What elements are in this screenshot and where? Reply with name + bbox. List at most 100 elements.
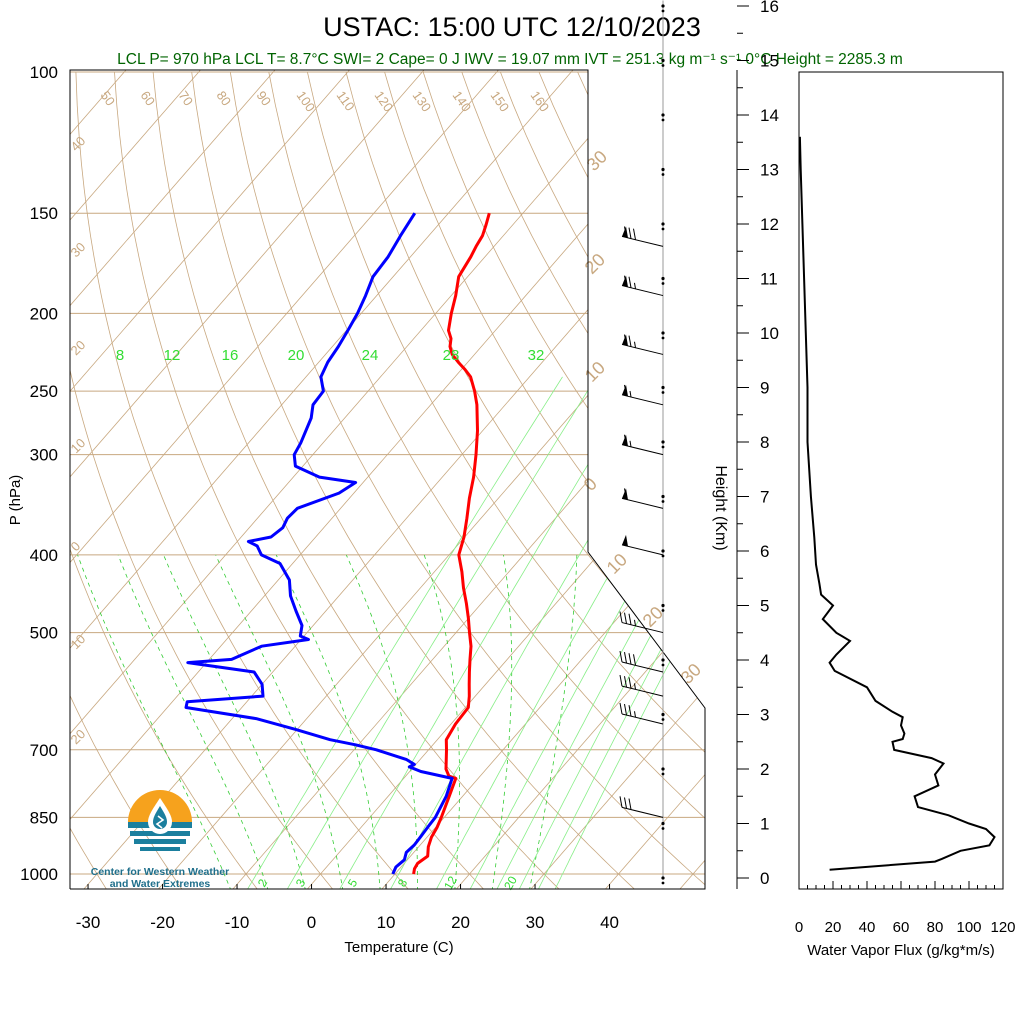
- height-tick-label: 6: [760, 542, 769, 561]
- mixing-ratio-line: [517, 376, 705, 889]
- wind-barb-full: [633, 654, 636, 666]
- height-dot: [661, 718, 665, 721]
- height-tick-label: 13: [760, 161, 779, 180]
- mixing-ratio-label-bottom: 8: [395, 876, 411, 889]
- logo-text-line2: and Water Extremes: [109, 878, 211, 890]
- dry-adiabat-label: 70: [176, 88, 197, 108]
- mixing-ratio-line: [553, 376, 705, 889]
- height-dot: [661, 445, 665, 449]
- x-tick-label: -20: [150, 913, 175, 932]
- x-tick-label: 10: [377, 913, 396, 932]
- wind-barb-full: [624, 275, 627, 287]
- height-tick-label: 9: [760, 379, 769, 398]
- height-dot: [661, 282, 665, 285]
- wind-barb-shaft: [621, 713, 664, 725]
- mixing-ratio-line: [495, 376, 705, 889]
- wind-barb-shaft: [621, 444, 664, 456]
- x-tick-label: 40: [600, 913, 619, 932]
- info-line: LCL P= 970 hPa LCL T= 8.7°C SWI= 2 Cape=…: [117, 51, 903, 68]
- dry-adiabat-line: [771, 72, 1024, 891]
- isotherm-line: [70, 70, 513, 889]
- height-dot: [661, 500, 665, 503]
- flux-tick-label: 40: [859, 919, 876, 936]
- wind-barb-full: [624, 797, 627, 809]
- dry-adiabat-line: [422, 71, 705, 889]
- isotherm-line: [603, 70, 705, 889]
- dry-adiabat-line: [732, 72, 1024, 891]
- dry-adiabat-line: [809, 72, 1024, 891]
- height-tick-label: 11: [760, 270, 778, 289]
- mixing-ratio-label: 24: [362, 347, 379, 364]
- isotherm-line: [70, 70, 290, 889]
- height-dot: [661, 385, 665, 390]
- flux-tick-label: 20: [825, 919, 842, 936]
- height-tick-label: 8: [760, 433, 769, 452]
- moist-adiabat-line: [77, 554, 232, 889]
- moist-adiabat-line: [528, 554, 578, 889]
- height-dot: [661, 876, 665, 880]
- height-tick-label: 2: [760, 760, 769, 779]
- flux-trace: [798, 136, 996, 871]
- mixing-ratio-line: [435, 376, 705, 889]
- moist-adiabat-line: [163, 554, 307, 889]
- x-tick-label: 20: [451, 913, 470, 932]
- isotherm-label-right: 30: [583, 147, 611, 175]
- mixing-ratio-label: 12: [164, 347, 181, 364]
- dewpoint-trace: [184, 212, 454, 875]
- wind-barb-full: [628, 705, 632, 717]
- wind-barb-shaft: [621, 343, 664, 355]
- wind-barb-half: [629, 390, 632, 398]
- y-tick-label: 850: [30, 808, 58, 827]
- wind-barb-shaft: [621, 285, 664, 297]
- dry-adiabat-line: [307, 71, 705, 889]
- dry-adiabat-line: [152, 71, 562, 889]
- x-tick-label: 30: [526, 913, 545, 932]
- mixing-ratio-line: [468, 376, 705, 889]
- height-tick-label: 3: [760, 706, 769, 725]
- y-tick-label: 100: [30, 63, 58, 82]
- height-tick-label: 14: [760, 106, 779, 125]
- wind-barb-half: [634, 341, 636, 348]
- y-tick-label: 700: [30, 741, 58, 760]
- isotherm-label-left: 20: [68, 726, 89, 747]
- isotherm-line: [230, 70, 705, 889]
- height-dot: [661, 827, 665, 830]
- wind-barb-full: [619, 650, 623, 663]
- main-plot-frame: [69, 69, 706, 890]
- mixing-ratio-line: [285, 376, 597, 889]
- isotherm-label-right: 10: [581, 358, 609, 386]
- wind-barb-half: [634, 683, 636, 690]
- wind-barb-shaft: [621, 661, 664, 673]
- height-dot: [661, 440, 665, 444]
- height-tick-label: 15: [760, 52, 779, 71]
- flux-frame: [798, 71, 1004, 890]
- isotherm-line: [70, 70, 705, 889]
- isotherm-line: [70, 70, 439, 889]
- wind-barb-shaft: [621, 394, 664, 406]
- height-dot: [661, 712, 665, 717]
- height-dot: [661, 609, 665, 612]
- flux-tick-label: 0: [795, 919, 803, 936]
- height-dot: [661, 494, 665, 499]
- height-dot: [661, 276, 665, 281]
- wind-barb-full: [628, 677, 632, 689]
- wind-barb-full: [628, 227, 632, 239]
- isotherm-line: [677, 70, 705, 889]
- wind-barb-full: [619, 702, 623, 715]
- dry-adiabat-label: 140: [450, 88, 475, 114]
- flux-tick-label: 80: [927, 919, 944, 936]
- plot-frame: [69, 69, 706, 890]
- isotherm-label-left: 20: [68, 337, 89, 358]
- dry-adiabat-line: [70, 71, 260, 889]
- height-dot: [661, 881, 665, 885]
- water-drop-icon: [128, 790, 192, 851]
- height-dot: [661, 336, 665, 340]
- wind-barb-full: [624, 488, 627, 500]
- height-dot: [661, 554, 665, 558]
- height-tick-label: 5: [760, 597, 769, 616]
- dry-adiabat-label: 80: [214, 88, 235, 108]
- dry-adiabat-label: 110: [334, 88, 358, 114]
- height-dot: [661, 4, 665, 8]
- height-dot: [661, 767, 665, 771]
